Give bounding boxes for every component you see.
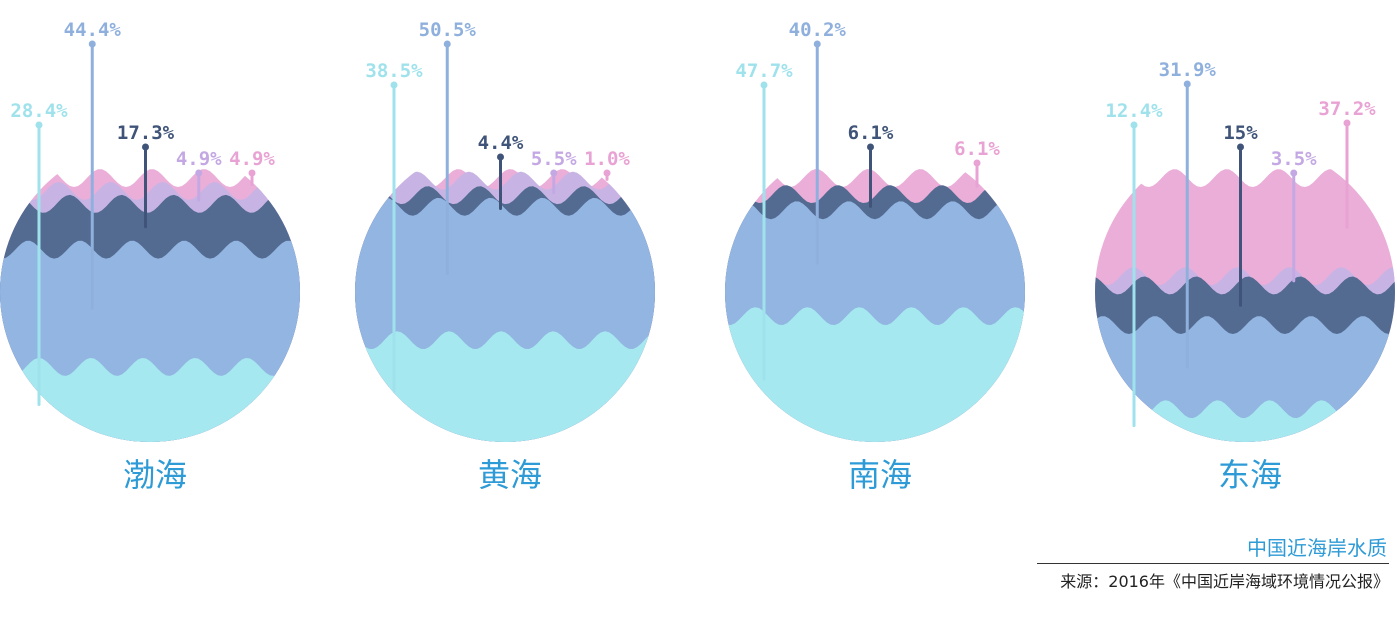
data-label: 4.9%	[229, 148, 275, 170]
sea-chart-2: 47.7% 40.2% 6.1% 6.1% 南海	[725, 19, 1025, 494]
data-label: 31.9%	[1159, 59, 1217, 81]
label-dot	[813, 40, 821, 48]
sea-name-label: 渤海	[123, 456, 187, 494]
label-dot	[1183, 80, 1191, 88]
data-label: 37.2%	[1318, 98, 1376, 120]
sea-name-label: 南海	[848, 456, 912, 494]
data-label: 38.5%	[365, 60, 423, 82]
data-label: 15%	[1223, 122, 1258, 144]
footer-divider	[1037, 563, 1389, 564]
label-dot	[603, 169, 611, 177]
sea-layers	[1095, 169, 1395, 442]
data-label: 28.4%	[10, 100, 68, 122]
label-dot	[550, 169, 558, 177]
label-dot	[390, 81, 398, 89]
label-dot	[195, 169, 203, 177]
layer-黄海-0	[355, 331, 655, 442]
data-label: 3.5%	[1271, 148, 1317, 170]
label-dot	[1237, 143, 1244, 151]
label-dot	[88, 40, 96, 48]
data-label: 12.4%	[1105, 100, 1163, 122]
label-dot	[1130, 121, 1138, 129]
label-dot	[973, 159, 981, 167]
data-label: 44.4%	[64, 19, 122, 41]
data-label: 6.1%	[848, 122, 894, 144]
data-label: 6.1%	[954, 138, 1000, 160]
plots-group: 28.4%44.4%17.3%4.9% 4.9%渤海38.5%50.5%4.4%5…	[0, 19, 1395, 494]
sea-chart-3: 12.4% 31.9% 15% 3.5% 37.2% 东海	[1095, 59, 1395, 494]
data-label: 50.5%	[419, 19, 477, 41]
sea-chart-0: 28.4%44.4%17.3%4.9% 4.9%渤海	[0, 19, 300, 494]
label-dot	[1290, 169, 1298, 177]
label-dot	[867, 143, 874, 151]
sea-layers	[725, 169, 1025, 442]
label-dot	[248, 169, 256, 177]
layer-东海-0	[1095, 400, 1395, 442]
sea-layers	[355, 169, 655, 442]
data-label: 5.5%	[531, 148, 577, 170]
data-label: 4.4%	[478, 132, 524, 154]
label-dot	[443, 40, 451, 48]
data-label: 47.7%	[735, 60, 793, 82]
data-label: 1.0%	[584, 148, 630, 170]
footer-title: 中国近海岸水质	[1247, 536, 1387, 560]
label-dot	[1343, 119, 1351, 127]
label-dot	[497, 153, 504, 161]
data-label: 17.3%	[117, 122, 175, 144]
sea-name-label: 黄海	[478, 456, 542, 494]
layer-渤海-0	[0, 358, 300, 442]
label-dot	[35, 121, 43, 129]
data-label: 40.2%	[789, 19, 847, 41]
label-dot	[760, 81, 768, 89]
footer-source: 来源：2016年《中国近岸海域环境情况公报》	[1060, 572, 1389, 591]
label-dot	[142, 143, 149, 151]
data-label: 4.9%	[176, 148, 222, 170]
sea-chart-1: 38.5% 50.5% 4.4% 5.5% 1.0% 黄海	[355, 19, 655, 494]
sea-name-label: 东海	[1218, 456, 1282, 494]
sea-layers	[0, 169, 300, 442]
layer-南海-0	[725, 307, 1025, 442]
